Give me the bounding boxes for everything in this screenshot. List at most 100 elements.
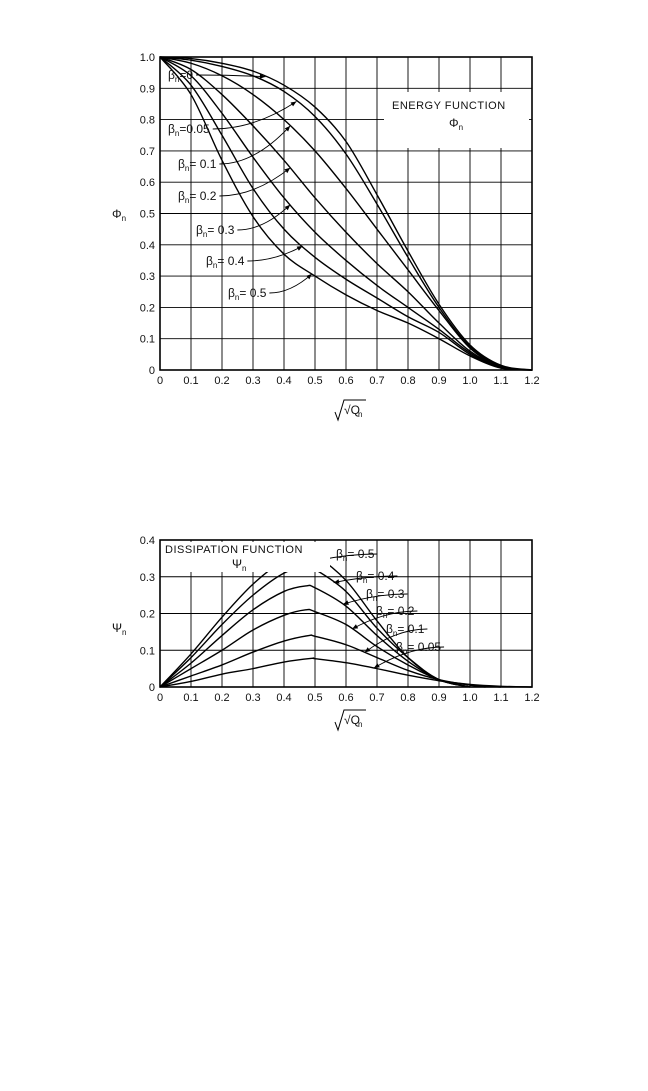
series-label: βn= 0.2 [376,604,415,620]
x-axis-label-text: √Q [344,403,360,417]
x-axis-label-sub: n [358,410,362,419]
plot-frame [159,56,533,371]
arrowhead [342,600,349,605]
leader-line [269,273,313,294]
y-tick-label: 0.2 [140,609,155,621]
y-tick-label: 0.1 [140,334,155,346]
x-tick-label: 0.7 [369,375,384,387]
y-tick-label: 0.2 [140,302,155,314]
series-line [159,56,533,371]
x-tick-label: 0.6 [338,375,353,387]
series-lines [159,56,533,371]
series-label: βn= 0.2 [178,189,217,205]
y-tick-label: 0.4 [140,535,155,547]
x-axis-label: √Q n [334,399,366,422]
arrowhead [259,74,266,79]
series-line [159,634,502,688]
x-tick-label: 1.1 [493,692,508,704]
leader-line [333,575,398,584]
x-axis-label-sub: n [358,720,362,729]
leader-line [373,646,445,669]
series-line [159,584,471,688]
energy-function-chart: 0 0.1 0.2 0.3 0.4 0.5 0.6 0.7 0.8 0.9 1.0 1.1 1.2 00… [112,52,540,422]
arrowhead [364,647,371,653]
x-tick-labels: 0 0.1 0.2 0.3 0.4 0.5 0.6 0.7 0.8 0.9 1.0 1.1 1.2 [157,692,540,704]
leader-line [351,610,418,630]
leader-line [196,74,266,78]
title-symbol: Φn [449,116,463,132]
x-tick-label: 0 [157,375,163,387]
dissipation-function-chart: 0 0.1 0.2 0.3 0.4 0.5 0.6 0.7 0.8 0.9 1.0 1.1 1.2 0 0… [112,535,540,732]
series-line [159,56,533,371]
plot-frame [159,539,533,688]
series-line [159,56,533,371]
x-tick-label: 1.0 [462,692,477,704]
x-tick-label: 0.8 [400,692,415,704]
y-tick-label: 0.6 [140,177,155,189]
arrowhead [306,273,312,280]
y-tick-label: 0.3 [140,572,155,584]
y-axis-label: Φn [112,207,126,223]
leader-line [342,593,408,605]
x-tick-label: 0.2 [214,692,229,704]
title-symbol: Ψn [232,557,246,573]
y-tick-label: 0.1 [140,645,155,657]
leader-line [364,628,428,653]
x-tick-label: 0.2 [214,375,229,387]
series-label: βn=0.05 [168,122,210,138]
x-tick-label: 1.0 [462,375,477,387]
series-label: βn= 0.3 [366,587,405,603]
y-axis-label: Ψn [112,621,126,637]
y-tick-label: 0 [149,682,155,694]
series-labels: βn=0 βn=0.05 βn= 0.1 βn= 0.2 βn= 0.3 βn= 0.4 β… [168,68,313,302]
series-label: βn= 0.1 [386,622,425,638]
y-tick-label: 0.4 [140,240,155,252]
x-tick-label: 0.7 [369,692,384,704]
x-tick-label: 0.6 [338,692,353,704]
arrowhead [284,204,291,211]
x-tick-label: 0 [157,692,163,704]
series-line [159,56,533,371]
series-line [159,657,533,688]
x-tick-label: 0.8 [400,375,415,387]
series-line [159,56,533,371]
arrowhead [373,663,380,669]
y-tick-label: 0.7 [140,146,155,158]
x-axis-label-text: √Q [344,713,360,727]
series-label: βn= 0.1 [178,157,217,173]
x-tick-label: 0.5 [307,375,322,387]
x-tick-label: 0.4 [276,692,291,704]
title-box [162,542,330,572]
leader-line [247,245,303,262]
arrowhead [352,624,359,629]
y-tick-label: 0.3 [140,271,155,283]
x-tick-label: 0.1 [183,375,198,387]
title-box [384,92,529,148]
arrowhead [284,167,291,174]
y-tick-label: 0.5 [140,209,155,221]
series-label: βn= 0.5 [336,547,375,563]
leader-line [219,167,291,197]
leader-line [212,101,297,130]
x-tick-labels: 0 0.1 0.2 0.3 0.4 0.5 0.6 0.7 0.8 0.9 1.0 1.1 1.2 [157,375,540,387]
x-tick-label: 1.2 [524,375,539,387]
x-tick-label: 0.4 [276,375,291,387]
x-tick-label: 0.3 [245,375,260,387]
series-label: βn=0 [168,68,193,84]
x-tick-label: 0.5 [307,692,322,704]
y-tick-label: 0.9 [140,83,155,95]
arrowhead [333,579,340,584]
x-tick-label: 1.2 [524,692,539,704]
leader-line [237,204,291,231]
y-tick-label: 0 [149,365,155,377]
x-tick-label: 1.1 [493,375,508,387]
series-line [159,56,533,371]
leader-line [219,125,291,165]
x-tick-label: 0.9 [431,692,446,704]
series-label: βn= 0.3 [196,223,235,239]
x-tick-label: 0.9 [431,375,446,387]
arrowhead [296,246,303,251]
y-tick-label: 0.8 [140,115,155,127]
y-tick-labels: 0 0.1 0.2 0.3 0.4 0.5 0.6 0.7 0.8 0.9 1.0 [140,52,155,377]
